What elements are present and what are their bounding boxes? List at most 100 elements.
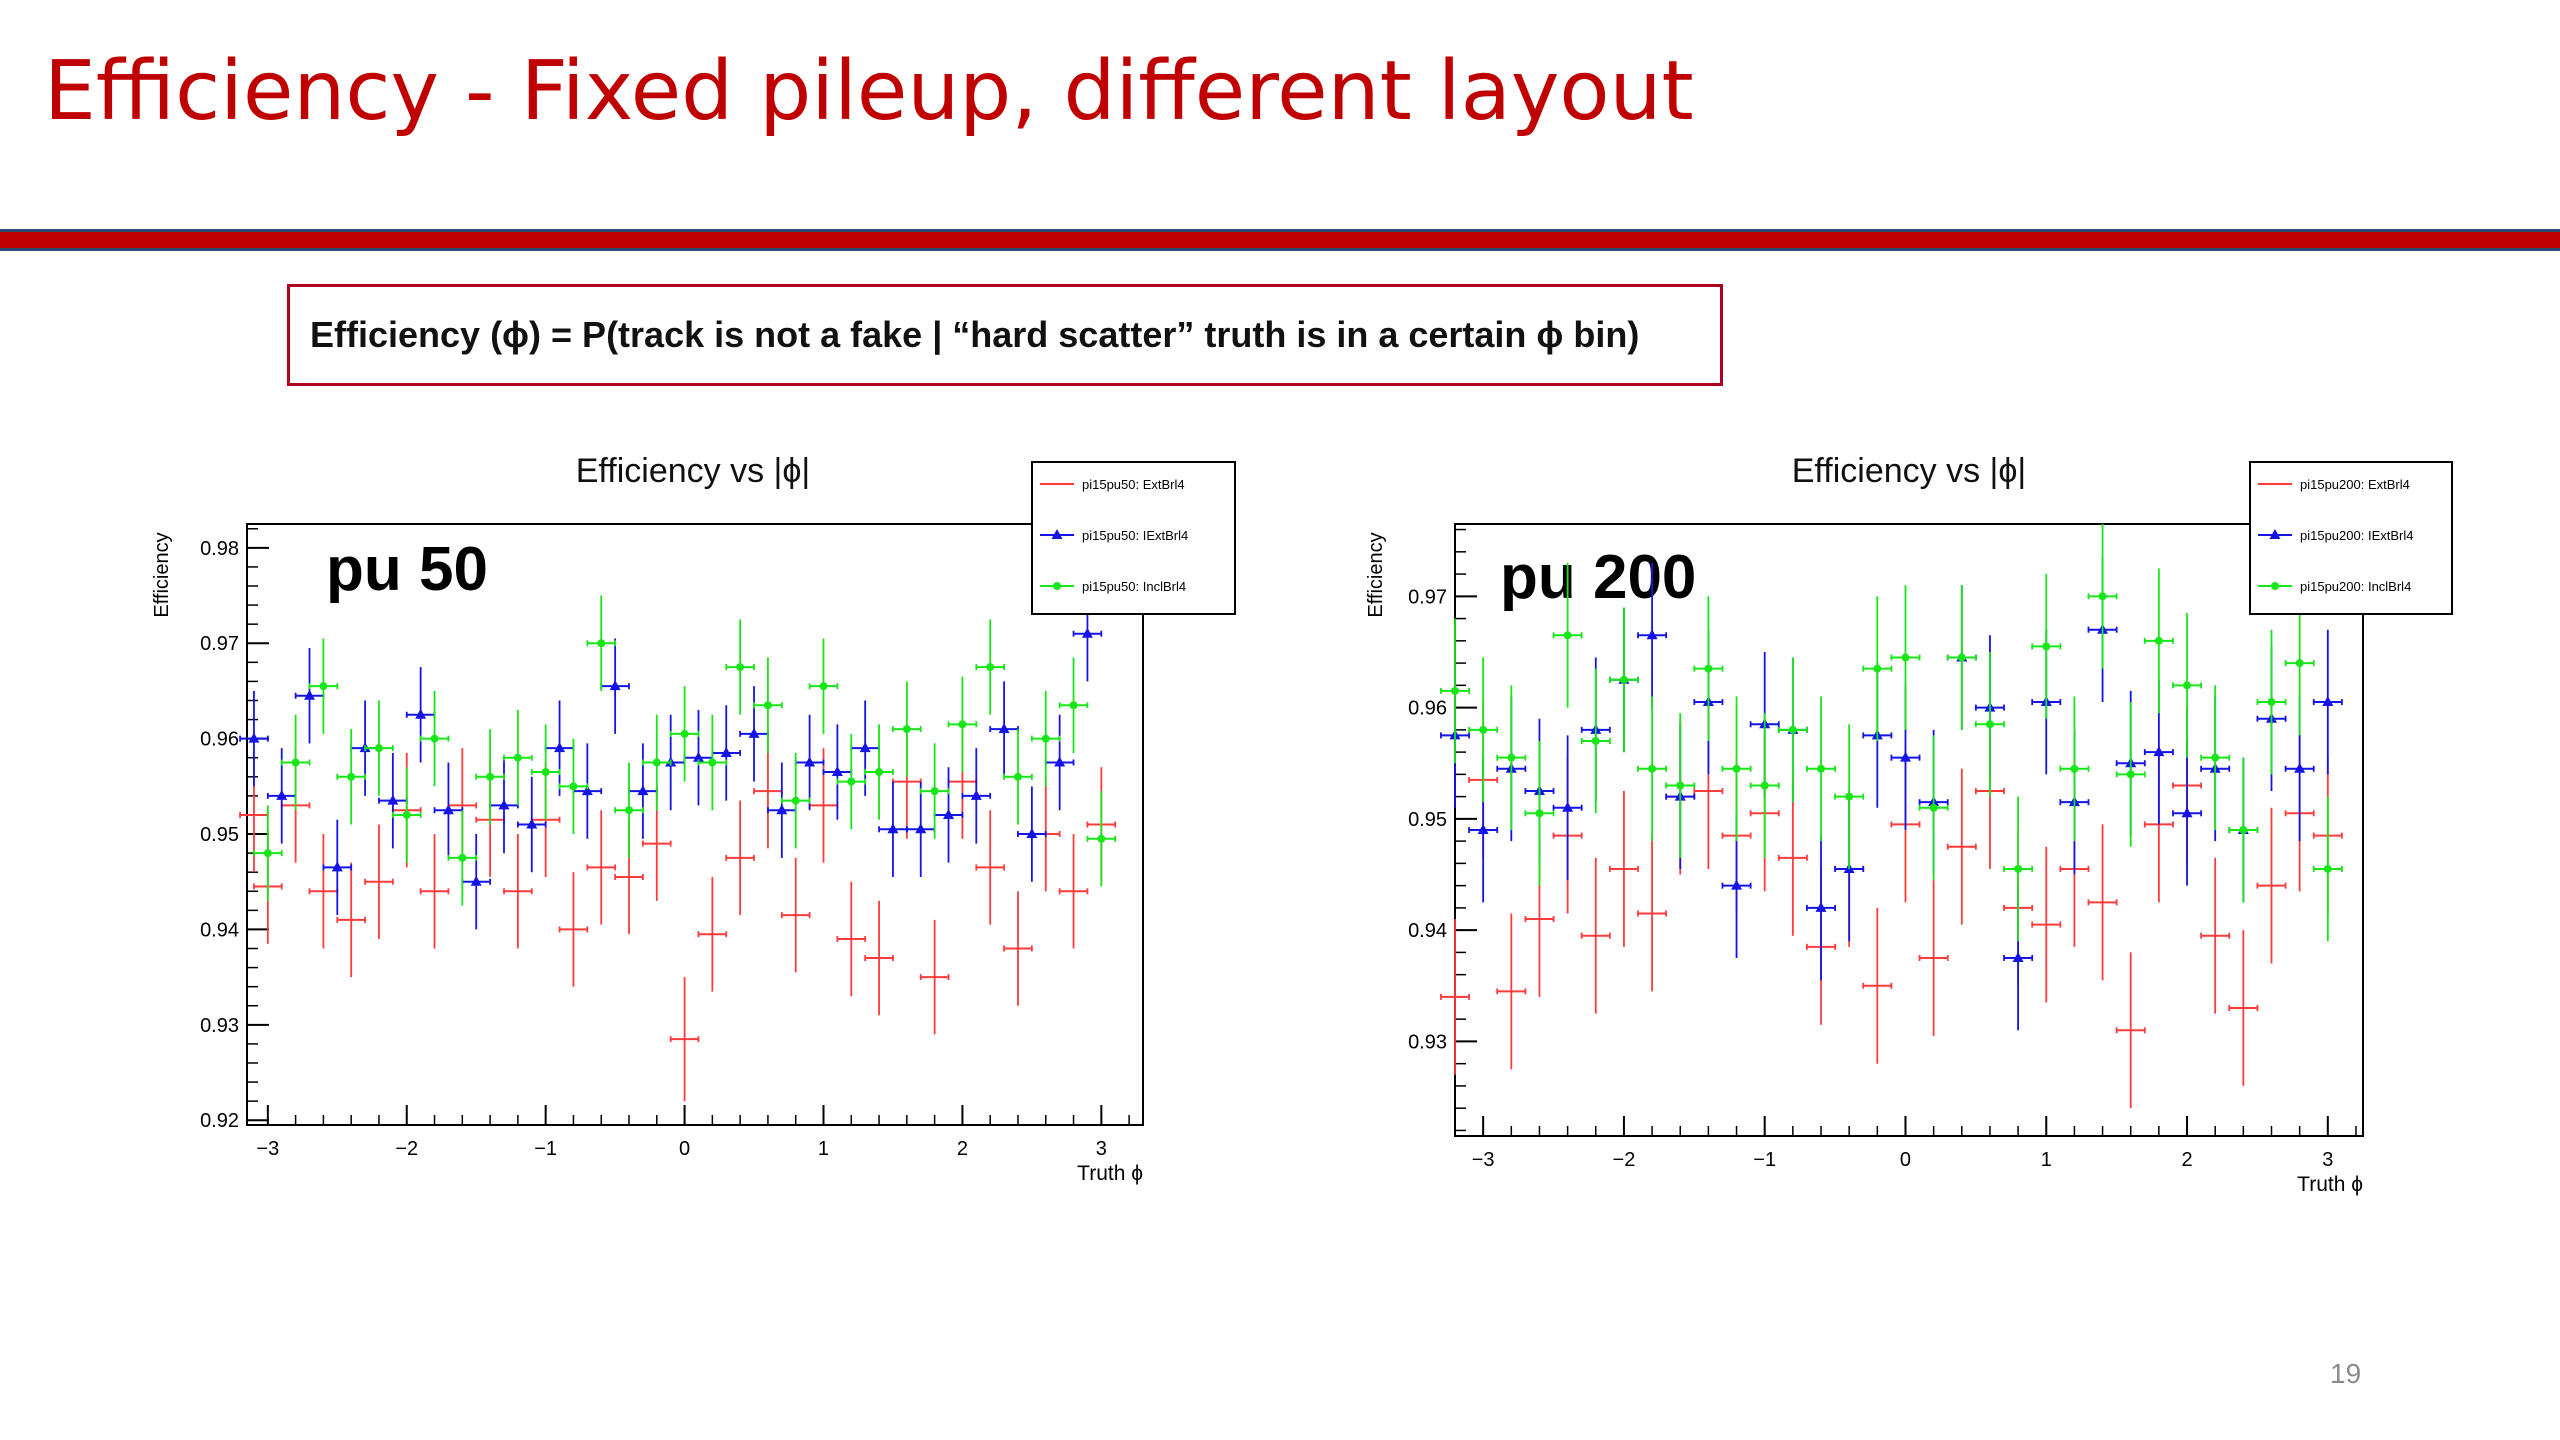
data-point: [387, 794, 399, 805]
chart-title: Efficiency vs |ϕ|: [576, 452, 810, 490]
data-point: [902, 725, 911, 734]
data-point: [1619, 675, 1628, 684]
data-point: [652, 758, 661, 767]
x-tick-label: −2: [395, 1138, 418, 1160]
data-point: [763, 701, 772, 710]
data-point: [1562, 801, 1574, 812]
x-tick-label: 2: [2181, 1149, 2192, 1171]
data-point: [554, 742, 566, 753]
y-tick-label: 0.95: [200, 824, 239, 846]
data-point: [2323, 864, 2332, 873]
data-point: [831, 766, 843, 777]
x-tick-label: −1: [1753, 1149, 1776, 1171]
data-point: [776, 804, 788, 815]
data-point: [2014, 864, 2023, 873]
data-point: [430, 734, 439, 743]
data-point: [569, 782, 578, 791]
data-point: [1985, 720, 1994, 729]
data-point: [875, 768, 884, 777]
data-point: [2070, 764, 2079, 773]
x-tick-label: 0: [1900, 1149, 1911, 1171]
legend-marker: [1051, 529, 1063, 539]
data-point: [347, 772, 356, 781]
data-point: [486, 772, 495, 781]
data-point: [597, 639, 606, 648]
data-point: [1026, 828, 1038, 839]
y-tick-label: 0.97: [1408, 586, 1447, 608]
data-point: [1013, 772, 1022, 781]
legend-entry: pi15pu200: IExtBrl4: [2300, 528, 2413, 543]
data-point: [2154, 636, 2163, 645]
data-point: [1477, 824, 1489, 834]
data-point: [2211, 753, 2220, 762]
data-point: [1788, 725, 1797, 734]
data-point: [498, 799, 510, 810]
data-point: [1041, 734, 1050, 743]
y-tick-label: 0.95: [1408, 809, 1447, 831]
data-point: [887, 823, 899, 834]
legend: pi15pu200: ExtBrl4 pi15pu200: IExtBrl4 pi1…: [2249, 461, 2453, 615]
x-axis-label: Truth ϕ: [2297, 1173, 2363, 1196]
data-point: [1731, 879, 1743, 890]
legend-entry: pi15pu200: ExtBrl4: [2300, 477, 2410, 492]
data-point: [819, 682, 828, 691]
data-point: [1054, 756, 1066, 767]
data-point: [736, 663, 745, 672]
data-point: [1563, 631, 1572, 640]
pileup-label: pu 200: [1500, 543, 1696, 612]
data-point: [442, 804, 454, 815]
y-tick-label: 0.97: [200, 633, 239, 655]
data-point: [513, 753, 522, 762]
x-tick-label: −3: [1472, 1149, 1495, 1171]
data-point: [1845, 792, 1854, 801]
data-point: [1676, 781, 1685, 790]
x-tick-label: 1: [2041, 1149, 2052, 1171]
data-point: [791, 796, 800, 805]
data-point: [276, 789, 288, 800]
data-point: [1929, 803, 1938, 812]
data-point: [1097, 834, 1106, 843]
data-point: [541, 768, 550, 777]
x-tick-label: −2: [1613, 1149, 1636, 1171]
data-point: [1479, 725, 1488, 734]
data-point: [748, 727, 760, 738]
data-point: [958, 720, 967, 729]
data-point: [1899, 751, 1911, 762]
legend-entry: pi15pu50: ExtBrl4: [1082, 477, 1185, 492]
y-tick-label: 0.94: [200, 919, 239, 941]
legend: pi15pu50: ExtBrl4 pi15pu50: IExtBrl4 pi15p…: [1031, 461, 1236, 615]
y-tick-label: 0.96: [200, 729, 239, 751]
legend-marker: [2269, 529, 2281, 539]
data-point: [804, 756, 816, 767]
data-point: [2012, 951, 2024, 962]
data-point: [915, 823, 927, 834]
series-triangle: [239, 586, 1103, 930]
data-point: [526, 818, 538, 829]
legend-entry: pi15pu200: InclBrl4: [2300, 579, 2411, 594]
data-point: [970, 789, 982, 800]
data-point: [1760, 781, 1769, 790]
data-point: [263, 849, 272, 858]
data-point: [930, 787, 939, 796]
y-axis-label: Efficiency: [151, 532, 173, 617]
data-point: [1648, 764, 1657, 773]
data-point: [1817, 764, 1826, 773]
legend-box: [2249, 461, 2453, 615]
definition-text: Efficiency (ϕ) = P(track is not a fake |…: [310, 314, 1640, 355]
data-point: [692, 751, 704, 762]
y-tick-label: 0.93: [1408, 1031, 1447, 1053]
data-point: [2042, 642, 2051, 651]
legend-marker: [2271, 582, 2279, 590]
data-point: [847, 777, 856, 786]
legend-entry: pi15pu50: IExtBrl4: [1082, 528, 1188, 543]
data-point: [720, 746, 732, 757]
data-point: [2295, 659, 2304, 668]
data-point: [304, 689, 316, 700]
x-tick-label: 1: [818, 1138, 829, 1160]
data-point: [708, 758, 717, 767]
data-point: [1957, 653, 1966, 662]
data-point: [1732, 764, 1741, 773]
data-point: [2267, 698, 2276, 707]
data-point: [1704, 664, 1713, 673]
